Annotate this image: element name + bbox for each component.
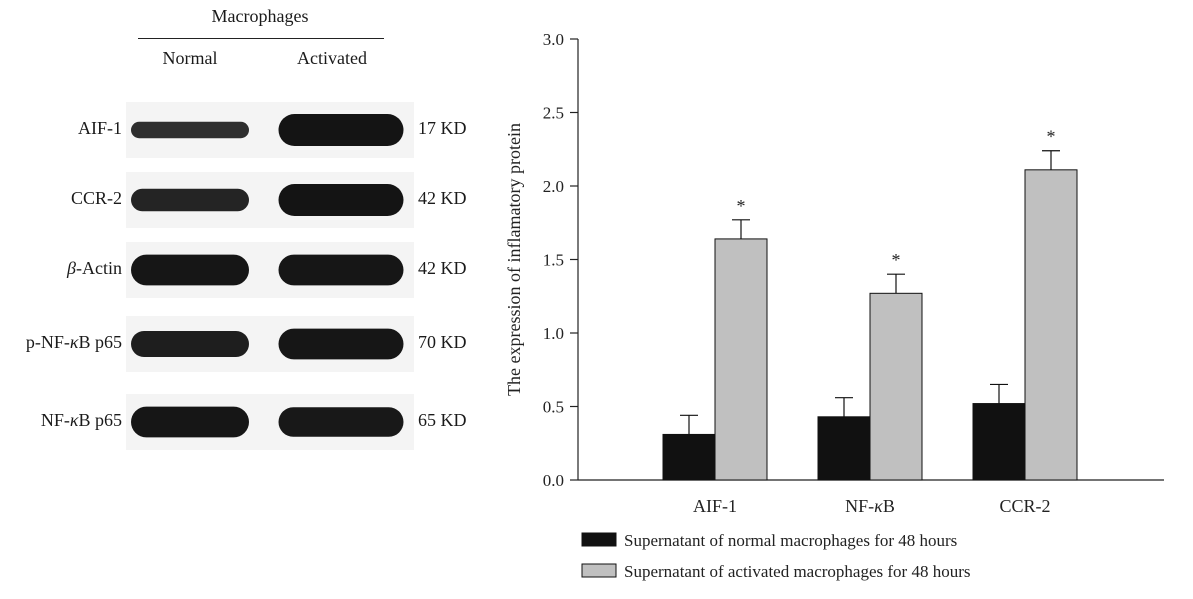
bar-normal — [972, 403, 1026, 481]
blot-group-title: Macrophages — [211, 6, 309, 26]
blot-column-activated: Activated — [297, 48, 367, 68]
significance-mark: * — [892, 250, 901, 270]
blot-protein-label: p-NF-κB p65 — [0, 332, 122, 353]
blot-protein-label-prefix: p-NF- — [25, 332, 70, 352]
blot-protein-label-prefix: NF- — [40, 410, 70, 430]
blot-band-normal — [131, 331, 249, 357]
x-tick-label-prefix: CCR-2 — [999, 496, 1050, 516]
legend-swatch — [581, 563, 617, 578]
bar-activated — [714, 238, 768, 481]
blot-band-activated — [278, 114, 404, 146]
blot-protein-label: AIF-1 — [0, 118, 122, 139]
x-tick-label: CCR-2 — [999, 496, 1050, 516]
blot-column-normal: Normal — [162, 48, 218, 68]
blot-band-normal — [131, 121, 249, 139]
blot-protein-label-greek: β — [67, 258, 77, 278]
significance-mark: * — [737, 196, 746, 216]
blot-protein-label: β-Actin — [0, 258, 122, 279]
blot-protein-label-suffix: CCR-2 — [70, 188, 122, 208]
blot-molecular-weight: 42 KD — [418, 188, 467, 208]
blot-strip — [126, 102, 414, 158]
blot-protein-label-suffix: AIF-1 — [78, 118, 122, 138]
blot-molecular-weight: 65 KD — [418, 410, 467, 430]
blot-band-activated — [278, 184, 404, 216]
significance-mark: * — [1047, 127, 1056, 147]
blot-protein-label-greek: κ — [69, 410, 79, 430]
y-tick-label: 0.0 — [543, 471, 564, 490]
blot-protein-label-suffix: B p65 — [78, 332, 122, 352]
bar-normal — [662, 433, 716, 481]
blot-strip — [126, 242, 414, 298]
y-tick-label: 2.5 — [543, 104, 564, 123]
blot-title-rule — [138, 38, 384, 39]
blot-strip — [126, 394, 414, 450]
blot-protein-label-suffix: -Actin — [76, 258, 122, 278]
blot-strip — [126, 316, 414, 372]
y-tick-label: 1.0 — [543, 324, 564, 343]
x-tick-label: AIF-1 — [693, 496, 737, 516]
blot-protein-label-suffix: B p65 — [78, 410, 122, 430]
bar-chart: 0.0 0.5 1.0 1.5 2.0 2.5 3.0 The expression of i… — [504, 30, 1164, 581]
blot-band-normal — [131, 406, 249, 438]
x-tick-label-suffix: B — [883, 496, 895, 516]
blot-molecular-weight: 70 KD — [418, 332, 467, 352]
y-axis-label: The expression of inflamatory protein — [504, 123, 524, 396]
blot-molecular-weight: 17 KD — [418, 118, 467, 138]
x-tick-label: NF-κB — [845, 496, 895, 516]
blot-protein-label-greek: κ — [69, 332, 79, 352]
bar-activated — [1024, 169, 1078, 481]
blot-band-normal — [131, 254, 249, 286]
blot-molecular-weight: 42 KD — [418, 258, 467, 278]
y-tick-label: 0.5 — [543, 398, 564, 417]
blot-band-normal — [131, 188, 249, 212]
blot-protein-label: CCR-2 — [0, 188, 122, 209]
y-tick-label: 2.0 — [543, 177, 564, 196]
legend-label: Supernatant of activated macrophages for… — [624, 562, 971, 581]
blot-band-activated — [278, 254, 404, 286]
x-tick-label-prefix: NF- — [845, 496, 874, 516]
bar-normal — [817, 416, 871, 481]
blot-strip — [126, 172, 414, 228]
x-tick-label-greek: κ — [874, 496, 883, 516]
blot-protein-label: NF-κB p65 — [0, 410, 122, 431]
blot-band-activated — [278, 328, 404, 360]
y-tick-label: 1.5 — [543, 251, 564, 270]
bar-activated — [869, 292, 923, 481]
legend-swatch — [581, 532, 617, 547]
legend-label: Supernatant of normal macrophages for 48… — [624, 531, 957, 550]
y-tick-label: 3.0 — [543, 30, 564, 49]
x-tick-label-prefix: AIF-1 — [693, 496, 737, 516]
blot-band-activated — [278, 407, 404, 437]
